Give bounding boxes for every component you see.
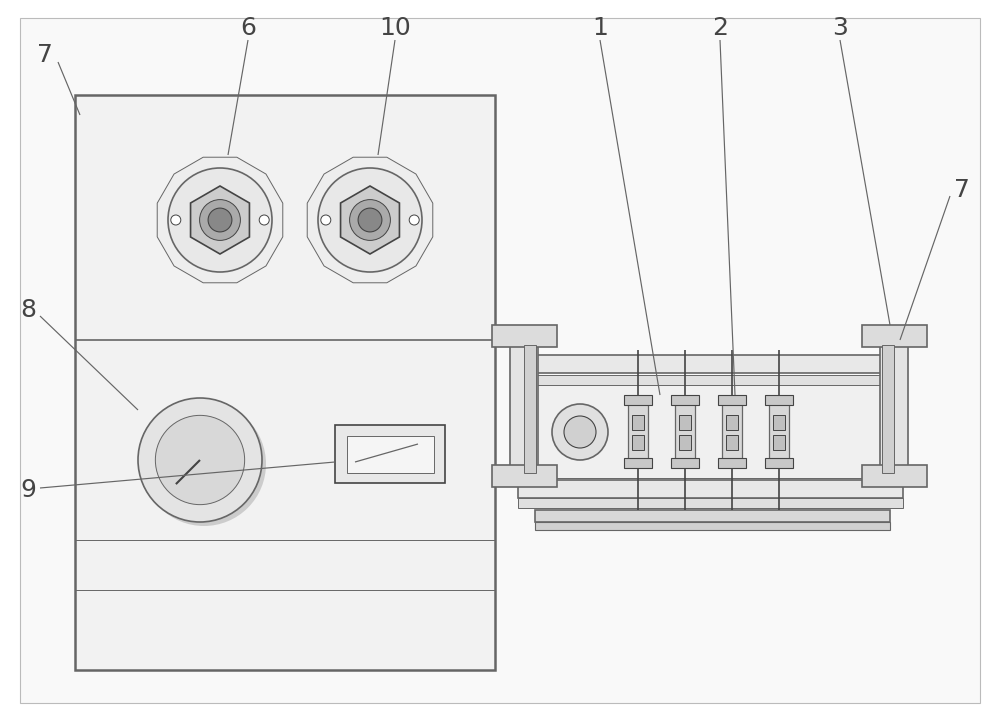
- Bar: [722, 400, 742, 465]
- Bar: [518, 480, 903, 498]
- Bar: [628, 400, 648, 465]
- Circle shape: [358, 208, 382, 232]
- Bar: [862, 465, 927, 487]
- Bar: [679, 415, 691, 430]
- Bar: [726, 435, 738, 450]
- Circle shape: [155, 415, 245, 505]
- Bar: [679, 435, 691, 450]
- Bar: [880, 335, 908, 485]
- Bar: [535, 510, 890, 522]
- Bar: [518, 498, 903, 508]
- Bar: [632, 415, 644, 430]
- Circle shape: [138, 398, 262, 522]
- Circle shape: [259, 215, 269, 225]
- Bar: [624, 395, 652, 405]
- Bar: [524, 345, 536, 473]
- Bar: [535, 383, 890, 478]
- Bar: [773, 435, 785, 450]
- Bar: [75, 95, 495, 670]
- Bar: [492, 325, 557, 347]
- Text: 7: 7: [954, 178, 970, 202]
- Bar: [624, 458, 652, 468]
- Circle shape: [564, 416, 596, 448]
- Circle shape: [208, 208, 232, 232]
- Bar: [347, 436, 434, 473]
- Bar: [765, 395, 793, 405]
- Text: 3: 3: [832, 16, 848, 40]
- Polygon shape: [191, 186, 249, 254]
- Text: 1: 1: [592, 16, 608, 40]
- Circle shape: [168, 168, 272, 272]
- Text: 9: 9: [20, 478, 36, 502]
- Bar: [769, 400, 789, 465]
- Circle shape: [552, 404, 608, 460]
- Polygon shape: [307, 157, 433, 283]
- Bar: [671, 458, 699, 468]
- Circle shape: [409, 215, 419, 225]
- Text: 10: 10: [379, 16, 411, 40]
- Bar: [632, 435, 644, 450]
- Bar: [535, 522, 890, 530]
- Bar: [492, 465, 557, 487]
- Bar: [335, 425, 445, 483]
- Text: 6: 6: [240, 16, 256, 40]
- Circle shape: [200, 200, 240, 240]
- Bar: [671, 395, 699, 405]
- Bar: [765, 458, 793, 468]
- Circle shape: [171, 215, 181, 225]
- Text: 2: 2: [712, 16, 728, 40]
- Bar: [718, 458, 746, 468]
- Circle shape: [318, 168, 422, 272]
- Circle shape: [321, 215, 331, 225]
- Text: 7: 7: [37, 43, 53, 67]
- Bar: [510, 335, 538, 485]
- Bar: [726, 415, 738, 430]
- Circle shape: [350, 200, 390, 240]
- Polygon shape: [341, 186, 399, 254]
- Bar: [518, 375, 903, 385]
- Bar: [882, 345, 894, 473]
- Bar: [518, 355, 903, 373]
- Bar: [675, 400, 695, 465]
- Bar: [718, 395, 746, 405]
- Text: 8: 8: [20, 298, 36, 322]
- Polygon shape: [157, 157, 283, 283]
- Bar: [862, 325, 927, 347]
- Bar: [773, 415, 785, 430]
- Circle shape: [142, 402, 266, 526]
